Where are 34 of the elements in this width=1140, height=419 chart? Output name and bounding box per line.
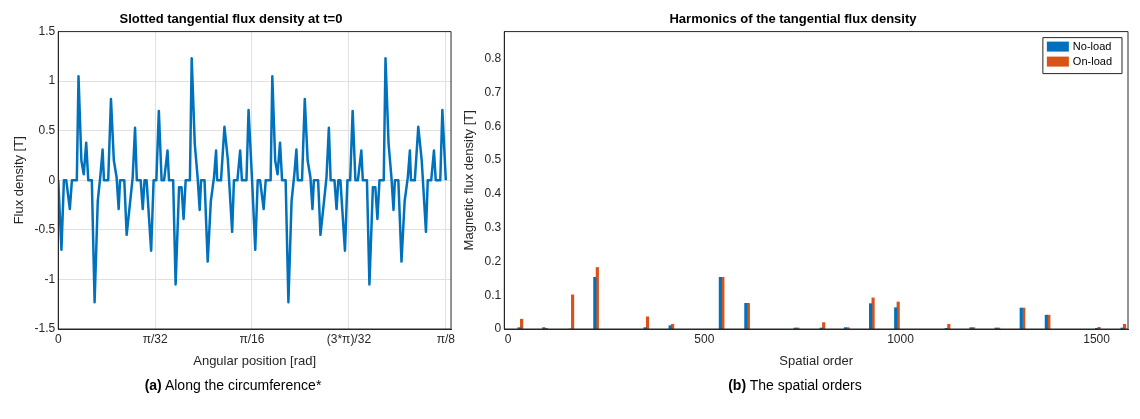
y-tick-label: -1.5 [34, 321, 56, 336]
x-axis-title: Angular position [rad] [193, 352, 317, 368]
x-tick-label: π/8 [436, 331, 456, 346]
y-tick-label: 1.5 [38, 23, 56, 38]
y-tick-label: -1 [44, 271, 56, 286]
y-tick-label: 0 [48, 172, 56, 187]
y-tick-label: 0.8 [484, 50, 502, 65]
y-tick-label: -0.5 [34, 222, 56, 237]
text: (b) The spatial orders [728, 377, 862, 393]
y-axis-title: Flux density [T] [11, 136, 27, 225]
x-tick-label: π/32 [142, 331, 168, 346]
y-tick-label: 0.6 [484, 118, 502, 133]
legend-label: On-load [1072, 54, 1113, 67]
y-tick-label: 0.2 [484, 253, 502, 268]
y-axis-title: Magnetic flux density [T] [461, 110, 477, 251]
y-tick-label: 0 [494, 321, 502, 336]
x-tick-label: 1000 [887, 331, 915, 346]
y-tick-label: 1 [48, 73, 56, 88]
y-tick-label: 0.4 [484, 186, 502, 201]
x-tick-label: (3*π)/32 [326, 331, 372, 346]
x-tick-label: 0 [504, 331, 512, 346]
legend-label: No-load [1072, 39, 1112, 52]
y-tick-label: 0.3 [484, 219, 502, 234]
x-axis-title: Spatial order [779, 352, 854, 368]
y-tick-label: 0.7 [484, 84, 502, 99]
x-tick-label: π/16 [239, 331, 265, 346]
y-tick-label: 0.5 [484, 152, 502, 167]
chart-title: Harmonics of the tangential flux density [669, 11, 918, 27]
chart-title: Slotted tangential flux density at t=0 [119, 11, 343, 27]
x-tick-label: 500 [694, 331, 715, 346]
y-tick-label: 0.1 [484, 287, 502, 302]
text: (a) Along the circumference* [144, 377, 322, 393]
x-tick-label: 1500 [1083, 331, 1111, 346]
y-tick-label: 0.5 [38, 123, 56, 138]
